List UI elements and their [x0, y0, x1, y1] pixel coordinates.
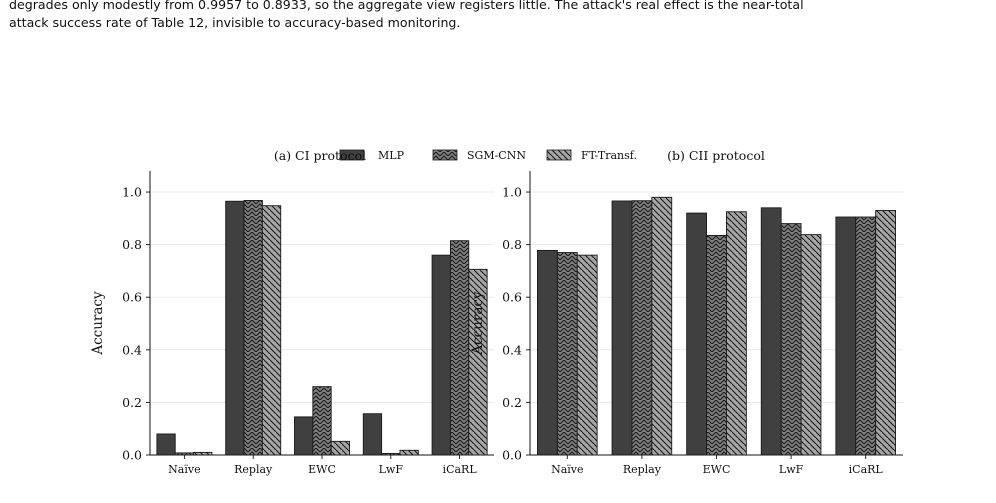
x-tick-label-icarl: iCaRL — [443, 463, 478, 476]
y-tick-label: 1.0 — [122, 185, 142, 200]
bar-ft-transf-lwf — [399, 449, 419, 456]
x-tick-label-icarl: iCaRL — [849, 463, 884, 476]
figure-caption: degrades only modestly from 0.9957 to 0.… — [9, 0, 989, 32]
bar-ft-transf-replay — [651, 196, 673, 456]
y-axis-label: Accuracy — [470, 291, 486, 356]
legend-swatch-sgm-cnn — [432, 149, 458, 161]
caption-line-2: attack success rate of Table 12, invisib… — [9, 15, 461, 30]
bar-mlp-replay — [611, 200, 633, 456]
bar-sgm-cnn-na-ve — [556, 252, 578, 456]
bar-sgm-cnn-ewc — [312, 386, 332, 456]
bar-mlp-ewc — [686, 212, 708, 456]
bar-ft-transf-lwf — [800, 234, 822, 456]
bar-ft-transf-na-ve — [576, 254, 598, 456]
bar-mlp-lwf — [760, 207, 782, 456]
bar-mlp-icarl — [431, 254, 451, 456]
y-tick-label: 0.8 — [502, 237, 522, 252]
bar-mlp-icarl — [835, 216, 857, 456]
bar-sgm-cnn-ewc — [706, 234, 727, 456]
bar-sgm-cnn-lwf — [780, 223, 802, 456]
x-tick-label-ewc: EWC — [703, 463, 731, 476]
legend-label-ft-transf: FT-Transf. — [581, 149, 637, 162]
y-tick-label: 1.0 — [502, 185, 522, 200]
y-tick-label: 0.4 — [122, 342, 142, 357]
bar-sgm-cnn-replay — [243, 200, 263, 456]
legend: MLP SGM-CNN FT-Transf. — [339, 149, 637, 162]
bar-ft-transf-icarl — [875, 209, 896, 456]
panel-title: (a) CI protocol — [274, 148, 366, 163]
bar-sgm-cnn-icarl — [449, 240, 470, 456]
x-tick-label-na-ve: Naïve — [551, 463, 583, 476]
legend-swatch-mlp — [339, 149, 365, 161]
bar-mlp-na-ve — [156, 433, 176, 456]
bar-ft-transf-replay — [261, 205, 282, 456]
bar-mlp-replay — [225, 200, 245, 456]
bar-mlp-lwf — [362, 413, 383, 456]
caption-line-1: degrades only modestly from 0.9957 to 0.… — [9, 0, 804, 12]
legend-swatch-ft-transf — [546, 149, 572, 161]
y-tick-label: 0.6 — [502, 290, 522, 305]
x-tick-label-replay: Replay — [623, 463, 662, 476]
y-tick-label: 0.0 — [122, 448, 142, 463]
y-tick-label: 0.4 — [502, 342, 522, 357]
legend-label-mlp: MLP — [378, 149, 405, 162]
panel-title: (b) CII protocol — [667, 148, 765, 163]
y-tick-label: 0.2 — [122, 395, 142, 410]
bar-sgm-cnn-lwf — [381, 452, 401, 456]
bar-ft-transf-icarl — [468, 268, 488, 456]
x-tick-label-lwf: LwF — [379, 463, 404, 476]
y-tick-label: 0.2 — [502, 395, 522, 410]
x-tick-label-na-ve: Naïve — [168, 463, 200, 476]
bar-sgm-cnn-na-ve — [174, 452, 195, 456]
x-tick-label-ewc: EWC — [308, 463, 336, 476]
bar-mlp-ewc — [294, 416, 314, 456]
bar-mlp-na-ve — [537, 249, 558, 456]
legend-label-sgm-cnn: SGM-CNN — [467, 149, 526, 162]
bar-sgm-cnn-replay — [631, 200, 653, 456]
y-tick-label: 0.8 — [122, 237, 142, 252]
y-tick-label: 0.6 — [122, 290, 142, 305]
panel-cii-protocol: 0.0 0.2 0.4 0.6 0.8 1.0 Naïve Replay EWC LwF iCaRL… — [470, 148, 903, 476]
y-axis-label: Accuracy — [90, 291, 106, 356]
bar-ft-transf-ewc — [330, 440, 350, 456]
x-tick-label-lwf: LwF — [779, 463, 804, 476]
bar-ft-transf-na-ve — [193, 451, 213, 456]
x-tick-label-replay: Replay — [234, 463, 273, 476]
y-tick-label: 0.0 — [502, 448, 522, 463]
bar-sgm-cnn-icarl — [855, 216, 877, 456]
bar-ft-transf-ewc — [725, 211, 747, 456]
panel-ci-protocol: 0.0 0.2 0.4 0.6 0.8 1.0 Naïve Replay EWC LwF iCaRL… — [90, 148, 494, 476]
